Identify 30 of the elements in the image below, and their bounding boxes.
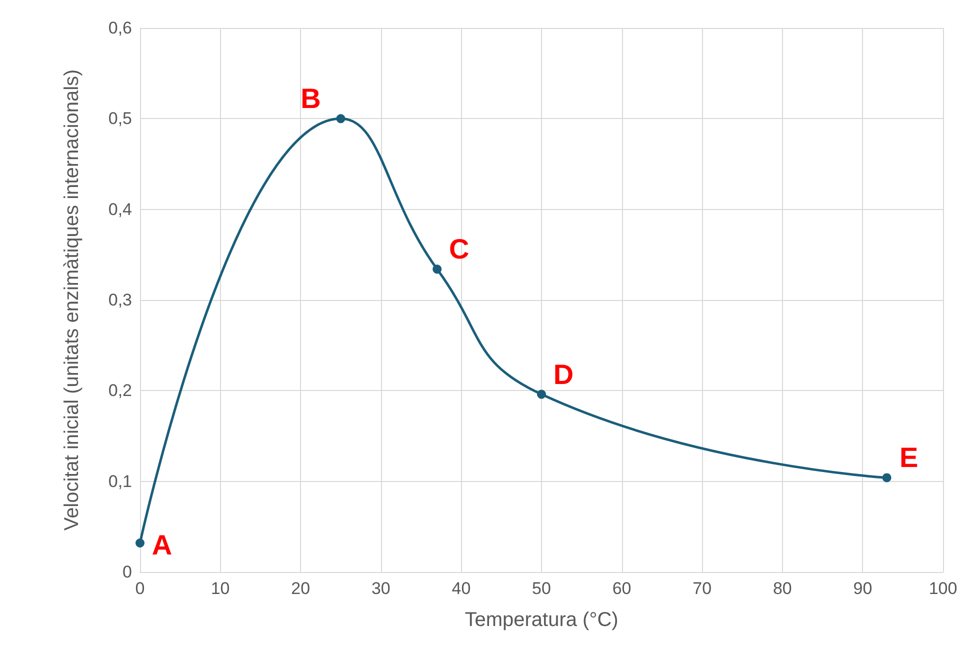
x-tick-label: 0 bbox=[135, 579, 145, 598]
y-tick-label: 0,4 bbox=[108, 200, 132, 219]
x-tick-label: 30 bbox=[371, 579, 390, 598]
annotation: D bbox=[553, 358, 574, 390]
x-tick-label: 70 bbox=[692, 579, 712, 598]
point bbox=[537, 390, 546, 399]
x-tick-label: 80 bbox=[772, 579, 792, 598]
y-tick-label: 0,1 bbox=[108, 472, 132, 491]
x-tick-label: 20 bbox=[291, 579, 310, 598]
x-tick-label: 50 bbox=[532, 579, 551, 598]
point bbox=[882, 473, 892, 482]
annotation: B bbox=[300, 83, 321, 114]
x-tick-label: 100 bbox=[928, 579, 958, 598]
y-tick-label: 0,2 bbox=[108, 381, 132, 400]
point bbox=[136, 538, 144, 548]
x-axis-title: Temperatura (°C) bbox=[464, 609, 618, 631]
y-tick-label: 0,6 bbox=[108, 18, 132, 38]
annotation: E bbox=[899, 442, 918, 474]
x-tick-label: 40 bbox=[452, 579, 471, 598]
y-tick-label: 0 bbox=[122, 562, 132, 582]
y-tick-label: 0,5 bbox=[108, 109, 132, 128]
point bbox=[432, 264, 442, 274]
y-tick-label: 0,3 bbox=[108, 290, 132, 310]
annotation: C bbox=[448, 234, 470, 265]
x-tick-label: 60 bbox=[612, 579, 632, 598]
x-tick-label: 10 bbox=[210, 579, 230, 598]
point bbox=[336, 114, 346, 124]
x-tick-label: 90 bbox=[853, 579, 872, 598]
annotation: A bbox=[152, 529, 172, 560]
y-axis-title: Velocitat inicial (unitats enzimàtiques internacionals) bbox=[61, 69, 83, 531]
